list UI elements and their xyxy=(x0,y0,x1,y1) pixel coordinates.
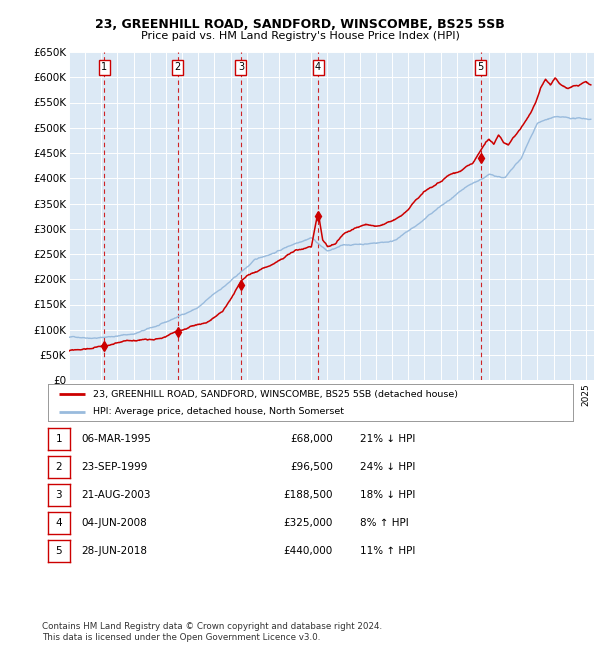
Text: £96,500: £96,500 xyxy=(290,462,333,472)
Text: £188,500: £188,500 xyxy=(284,490,333,500)
Text: £440,000: £440,000 xyxy=(284,546,333,556)
Text: 3: 3 xyxy=(55,490,62,500)
Text: 8% ↑ HPI: 8% ↑ HPI xyxy=(360,518,409,528)
Text: 23-SEP-1999: 23-SEP-1999 xyxy=(81,462,148,472)
Text: 24% ↓ HPI: 24% ↓ HPI xyxy=(360,462,415,472)
Text: £325,000: £325,000 xyxy=(284,518,333,528)
Text: 5: 5 xyxy=(478,62,484,72)
Text: 2: 2 xyxy=(175,62,181,72)
Text: 2: 2 xyxy=(55,462,62,472)
Text: 4: 4 xyxy=(55,518,62,528)
Text: 06-MAR-1995: 06-MAR-1995 xyxy=(81,434,151,444)
Text: HPI: Average price, detached house, North Somerset: HPI: Average price, detached house, Nort… xyxy=(92,408,344,416)
Text: 1: 1 xyxy=(101,62,107,72)
Text: 04-JUN-2008: 04-JUN-2008 xyxy=(81,518,147,528)
Text: 11% ↑ HPI: 11% ↑ HPI xyxy=(360,546,415,556)
Text: 23, GREENHILL ROAD, SANDFORD, WINSCOMBE, BS25 5SB (detached house): 23, GREENHILL ROAD, SANDFORD, WINSCOMBE,… xyxy=(92,389,458,398)
Text: 23, GREENHILL ROAD, SANDFORD, WINSCOMBE, BS25 5SB: 23, GREENHILL ROAD, SANDFORD, WINSCOMBE,… xyxy=(95,18,505,31)
Text: Contains HM Land Registry data © Crown copyright and database right 2024.
This d: Contains HM Land Registry data © Crown c… xyxy=(42,622,382,642)
Text: Price paid vs. HM Land Registry's House Price Index (HPI): Price paid vs. HM Land Registry's House … xyxy=(140,31,460,41)
Text: 28-JUN-2018: 28-JUN-2018 xyxy=(81,546,147,556)
Text: 21% ↓ HPI: 21% ↓ HPI xyxy=(360,434,415,444)
Text: 18% ↓ HPI: 18% ↓ HPI xyxy=(360,490,415,500)
Text: 3: 3 xyxy=(238,62,244,72)
Text: 1: 1 xyxy=(55,434,62,444)
Text: 21-AUG-2003: 21-AUG-2003 xyxy=(81,490,151,500)
Text: 5: 5 xyxy=(55,546,62,556)
Text: 4: 4 xyxy=(315,62,321,72)
Text: £68,000: £68,000 xyxy=(290,434,333,444)
